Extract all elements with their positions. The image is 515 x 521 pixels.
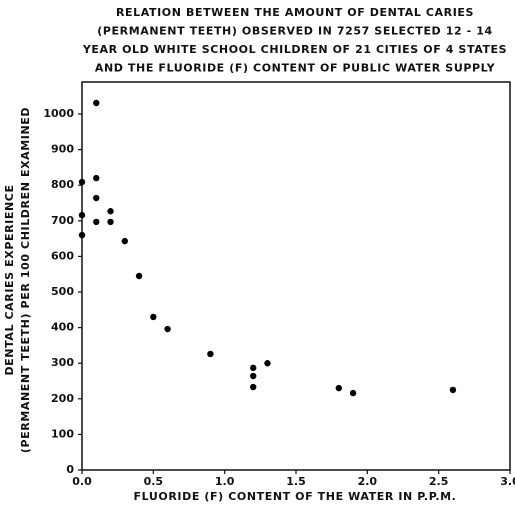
point (93, 174, 100, 182)
point (93, 218, 100, 226)
y-tick-label: 800 (51, 178, 74, 191)
point (207, 350, 214, 358)
point (93, 194, 100, 202)
point (449, 386, 457, 394)
point (250, 364, 257, 372)
point (264, 360, 271, 367)
point (135, 272, 143, 280)
chart-title: RELATION BETWEEN THE AMOUNT OF DENTAL CA… (116, 6, 474, 19)
x-tick-label: 2.5 (429, 475, 449, 488)
point (78, 231, 86, 239)
y-axis-label: DENTAL CARIES EXPERIENCE (3, 184, 16, 375)
y-tick-label: 600 (51, 249, 74, 262)
y-tick-label: 300 (51, 356, 74, 369)
chart-title: (PERMANENT TEETH) OBSERVED IN 7257 SELEC… (97, 25, 493, 38)
plot-frame (81, 81, 511, 471)
y-tick-label: 900 (51, 143, 74, 156)
y-tick-label: 500 (51, 285, 74, 298)
point (78, 211, 86, 219)
x-tick-label: 2.0 (358, 475, 378, 488)
point (121, 237, 128, 245)
point (78, 178, 86, 186)
point (250, 383, 257, 391)
y-tick-label: 200 (51, 392, 74, 405)
point (164, 325, 171, 333)
y-tick-label: 400 (51, 321, 74, 334)
point (93, 99, 100, 107)
y-tick-label: 700 (51, 214, 74, 227)
chart-title: YEAR OLD WHITE SCHOOL CHILDREN OF 21 CIT… (82, 43, 507, 56)
x-axis-label: FLUORIDE (F) CONTENT OF THE WATER IN P.P… (134, 490, 457, 503)
point (250, 372, 257, 380)
point (335, 384, 342, 392)
point (349, 389, 357, 397)
chart-title: AND THE FLUORIDE (F) CONTENT OF PUBLIC W… (95, 62, 496, 75)
x-tick-label: 3.0 (500, 475, 515, 488)
x-tick-label: 1.0 (215, 475, 235, 488)
y-tick-label: 0 (66, 463, 74, 476)
y-tick-label: 1000 (43, 107, 74, 120)
y-axis-label: (PERMANENT TEETH) PER 100 CHILDREN EXAMI… (19, 107, 32, 453)
x-tick-label: 0.0 (72, 475, 92, 488)
x-tick-label: 0.5 (144, 475, 164, 488)
point (150, 313, 157, 321)
y-tick-label: 100 (51, 427, 74, 440)
point (107, 218, 114, 226)
point (107, 208, 114, 215)
x-tick-label: 1.5 (286, 475, 306, 488)
